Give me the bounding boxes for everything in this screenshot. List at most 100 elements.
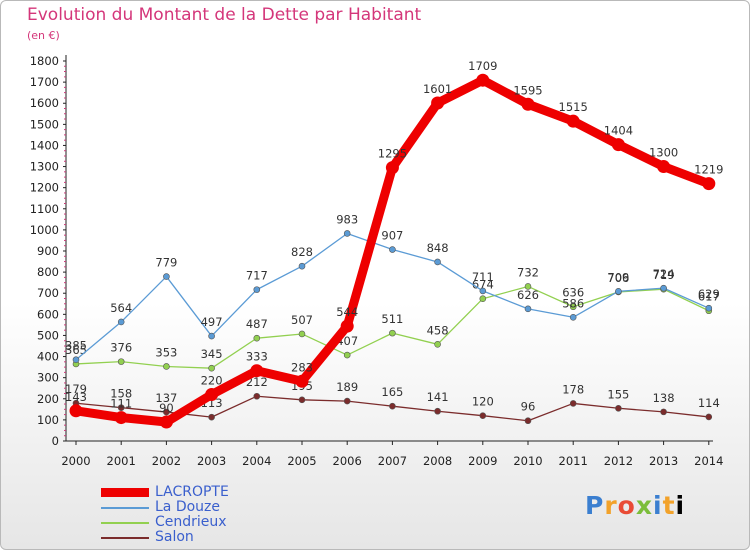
point-la-douze [615, 288, 622, 295]
chart-title: Evolution du Montant de la Dette par Hab… [27, 5, 422, 25]
data-label-la-douze: 709 [607, 270, 629, 284]
point-salon [569, 400, 577, 407]
data-label-cendrieux: 345 [201, 347, 223, 361]
data-label-la-douze: 828 [291, 245, 313, 259]
data-label-salon: 165 [381, 385, 403, 399]
data-label-salon: 155 [607, 387, 629, 401]
point-cendrieux [117, 358, 125, 365]
point-lacropte [702, 177, 716, 191]
data-label-cendrieux: 617 [698, 290, 720, 304]
data-label-lacropte: 1595 [513, 83, 542, 97]
x-tick-label: 2005 [287, 454, 316, 468]
chart-unit: (en €) [27, 29, 60, 42]
point-la-douze [117, 318, 125, 326]
point-lacropte [69, 404, 83, 418]
point-cendrieux [389, 329, 396, 337]
legend-swatch-salon [101, 536, 149, 539]
data-label-salon: 114 [698, 396, 720, 410]
data-label-la-douze: 779 [155, 256, 177, 270]
point-la-douze [298, 262, 306, 270]
legend-label-la-douze: La Douze [155, 499, 221, 515]
legend-item-cendrieux: Cendrieux [101, 515, 229, 530]
point-lacropte [431, 96, 445, 110]
legend-swatch-cendrieux [101, 521, 149, 524]
data-label-la-douze: 564 [110, 301, 132, 315]
point-salon [298, 396, 306, 404]
data-label-salon: 189 [336, 380, 358, 394]
data-label-lacropte: 1404 [604, 124, 633, 138]
data-label-la-douze: 586 [562, 296, 584, 310]
data-label-salon: 141 [427, 390, 449, 404]
point-la-douze [660, 284, 667, 292]
point-la-douze [705, 304, 713, 312]
legend-swatch-la-douze [101, 506, 149, 509]
point-cendrieux [163, 363, 170, 370]
data-label-la-douze: 907 [381, 229, 403, 243]
x-tick-label: 2003 [197, 454, 226, 468]
data-label-lacropte: 1219 [694, 163, 723, 177]
y-tick-label: 0 [52, 434, 59, 448]
y-tick-label: 1200 [30, 181, 59, 195]
y-tick-label: 500 [37, 328, 59, 342]
x-tick-label: 2010 [513, 454, 542, 468]
data-label-la-douze: 717 [246, 269, 268, 283]
y-tick-label: 1800 [30, 54, 59, 68]
point-cendrieux [253, 334, 261, 342]
point-la-douze [163, 273, 170, 280]
point-lacropte [476, 73, 490, 87]
y-tick-label: 1600 [30, 96, 59, 110]
data-label-la-douze: 724 [653, 267, 675, 281]
point-salon [343, 397, 351, 405]
point-lacropte [250, 364, 264, 378]
data-label-cendrieux: 511 [381, 312, 403, 326]
point-lacropte [521, 97, 535, 111]
point-lacropte [295, 374, 309, 388]
data-label-cendrieux: 376 [110, 341, 132, 355]
data-label-cendrieux: 487 [246, 317, 268, 331]
y-tick-label: 600 [37, 307, 59, 321]
point-la-douze [524, 305, 532, 313]
y-tick-label: 900 [37, 244, 59, 258]
point-la-douze [208, 332, 215, 340]
legend-swatch-lacropte [101, 488, 149, 497]
data-label-salon: 158 [110, 387, 132, 401]
x-tick-label: 2002 [152, 454, 181, 468]
point-lacropte [611, 138, 625, 152]
point-salon [117, 404, 125, 411]
data-label-lacropte: 283 [291, 360, 313, 374]
data-label-salon: 179 [65, 382, 87, 396]
x-tick-label: 2001 [107, 454, 136, 468]
point-lacropte [340, 319, 354, 333]
point-salon [479, 412, 487, 419]
data-label-salon: 120 [472, 395, 494, 409]
x-tick-label: 2000 [61, 454, 90, 468]
legend-label-lacropte: LACROPTE [155, 484, 229, 500]
data-label-cendrieux: 365 [65, 343, 87, 357]
legend: LACROPTE La Douze Cendrieux Salon [101, 485, 229, 545]
data-label-salon: 138 [653, 391, 675, 405]
x-tick-label: 2011 [559, 454, 588, 468]
point-salon [208, 413, 215, 421]
y-tick-label: 1300 [30, 160, 59, 174]
point-salon [524, 417, 532, 425]
point-cendrieux [479, 295, 487, 303]
data-label-la-douze: 626 [517, 288, 539, 302]
data-label-salon: 178 [562, 382, 584, 396]
data-label-lacropte: 143 [65, 390, 87, 404]
point-cendrieux [208, 364, 215, 372]
data-label-lacropte: 111 [110, 397, 132, 411]
point-salon [253, 392, 261, 400]
point-salon [163, 408, 170, 416]
x-tick-label: 2007 [378, 454, 407, 468]
data-label-la-douze: 848 [427, 241, 449, 255]
data-label-la-douze: 497 [201, 315, 223, 329]
y-tick-label: 700 [37, 286, 59, 300]
data-label-cendrieux: 706 [607, 271, 629, 285]
y-tick-label: 1500 [30, 117, 59, 131]
x-tick-label: 2013 [649, 454, 678, 468]
data-label-la-douze: 983 [336, 212, 358, 226]
point-cendrieux [343, 351, 351, 359]
data-label-lacropte: 1300 [649, 146, 678, 160]
x-tick-label: 2009 [468, 454, 497, 468]
